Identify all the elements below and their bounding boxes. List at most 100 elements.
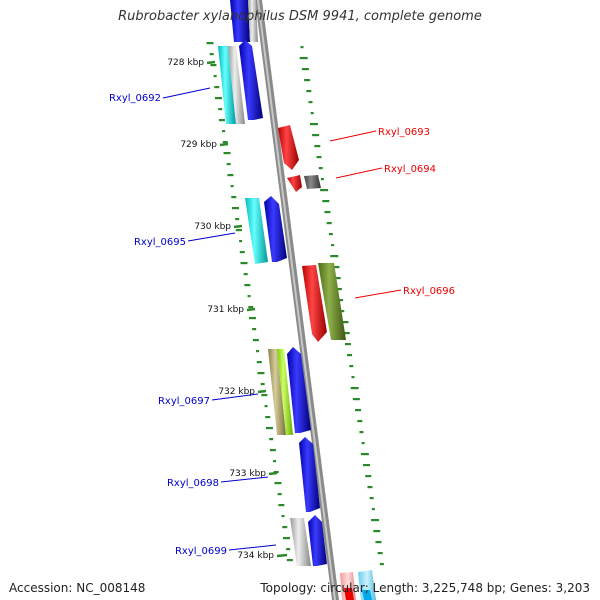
gene-labels: Rxyl_0692 Rxyl_0693 Rxyl_0694 Rxyl_0695 Rxyl… [109, 87, 455, 557]
gc-skew-mark [355, 409, 362, 412]
gene-lime-feature [277, 349, 293, 435]
gene-dark-feature [304, 175, 321, 189]
gene-partial-bottom [340, 570, 376, 600]
gc-skew-mark [247, 295, 251, 298]
gc-skew-mark [334, 277, 341, 280]
gc-skew-mark [331, 244, 335, 247]
gc-skew-mark [231, 207, 239, 210]
tick-label: 734 kbp [237, 551, 274, 561]
gc-skew-mark [357, 420, 363, 423]
gene-partial-top [230, 0, 258, 42]
gene-rxyl-0699-arrow [308, 515, 327, 566]
tick-label: 731 kbp [207, 305, 244, 315]
gc-skew-mark [243, 273, 248, 276]
gc-skew-mark [273, 460, 277, 463]
tick-mark [276, 553, 288, 558]
gc-skew-mark [304, 79, 311, 82]
gc-skew-mark [223, 152, 231, 155]
gc-skew-mark [252, 339, 259, 342]
gene-label[interactable]: Rxyl_0697 [158, 396, 210, 407]
gc-skew-mark [214, 86, 220, 89]
gc-skew-mark [265, 427, 273, 430]
tick-mark [219, 142, 229, 147]
gc-skew-mark [286, 559, 293, 562]
gene-label[interactable]: Rxyl_0699 [175, 546, 227, 557]
gc-skew-mark [282, 526, 288, 529]
gc-skew-mark [349, 365, 354, 368]
gc-skew-mark [371, 519, 380, 522]
gc-skew-mark [231, 196, 237, 199]
gc-skew-mark [371, 508, 375, 511]
gc-skew-mark [324, 211, 331, 214]
gc-skew-mark [240, 262, 248, 265]
gc-skew-mark [235, 229, 242, 232]
gene-label[interactable]: Rxyl_0693 [378, 127, 430, 138]
gc-skew-mark [342, 332, 350, 335]
gene-tan-feature [268, 349, 286, 435]
gc-skew-mark [281, 515, 285, 518]
gene-label[interactable]: Rxyl_0694 [384, 164, 436, 175]
gc-skew-mark [341, 310, 345, 313]
gc-skew-mark [235, 218, 240, 221]
gc-skew-mark [369, 497, 374, 500]
gc-skew-mark [352, 398, 360, 401]
gc-skew-mark [248, 306, 254, 309]
gc-skew-mark [227, 174, 234, 177]
gc-skew-mark [210, 64, 217, 67]
gene-label[interactable]: Rxyl_0695 [134, 237, 186, 248]
gene-grey-feature-2 [290, 518, 311, 566]
gc-skew-mark [257, 372, 265, 375]
gene-rxyl-0694-arrow [287, 175, 302, 192]
gene-olive-feature [318, 263, 346, 340]
gc-skew-mark [261, 394, 268, 397]
gc-skew-mark [218, 108, 223, 111]
gene-label[interactable]: Rxyl_0692 [109, 93, 161, 104]
gc-skew-mark [274, 482, 282, 485]
gc-skew-mark [206, 42, 214, 45]
tick-label: 733 kbp [229, 469, 266, 479]
gc-skew-mark [310, 112, 314, 115]
gc-skew-mark [360, 453, 369, 456]
gc-skew-mark [209, 53, 214, 56]
gc-skew-mark [222, 130, 226, 133]
tick-mark [268, 471, 278, 476]
gc-skew-mark [344, 343, 351, 346]
genome-title: Rubrobacter xylanophilus DSM 9941, compl… [118, 9, 482, 24]
gene-leader-line [162, 87, 211, 99]
gene-leader-line [211, 393, 259, 401]
tick-label: 730 kbp [194, 222, 231, 232]
gene-rxyl-0695-arrow [264, 196, 287, 262]
gc-skew-mark [264, 405, 268, 408]
gc-skew-mark [336, 288, 342, 291]
gc-skew-mark [363, 464, 371, 467]
gc-skew-mark [318, 167, 323, 170]
gc-skew-mark [330, 255, 339, 258]
gc-skew-mark [248, 317, 256, 320]
gc-skew-mark [359, 431, 364, 434]
tick-mark [257, 389, 267, 394]
gc-skew-mark [282, 537, 290, 540]
gc-skew-mark [373, 530, 381, 533]
gc-skew-mark [252, 328, 257, 331]
gc-skew-mark [361, 442, 365, 445]
gc-skew-mark [278, 504, 285, 507]
gc-skew-mark [375, 541, 382, 544]
gc-skew-mark [277, 493, 282, 496]
gc-skew-mark [350, 387, 359, 390]
gc-skew-mark [299, 57, 308, 60]
gene-leader-line [335, 167, 383, 179]
gc-skew-mark [308, 101, 313, 104]
coordinate-ticks: 728 kbp 729 kbp 730 kbp 731 kbp 732 kbp 733 k… [167, 58, 288, 561]
gc-skew-mark [306, 90, 312, 93]
gene-rxyl-0696-arrow [302, 265, 327, 342]
gc-skew-mark [239, 240, 243, 243]
gc-skew-mark [256, 350, 260, 353]
gc-skew-mark [269, 438, 274, 441]
gene-rxyl-0692-arrow [239, 40, 263, 120]
gene-label[interactable]: Rxyl_0698 [167, 478, 219, 489]
gc-skew-mark [320, 189, 329, 192]
gene-leader-line [187, 232, 236, 242]
gc-skew-mark [222, 141, 228, 144]
gene-label[interactable]: Rxyl_0696 [403, 286, 455, 297]
